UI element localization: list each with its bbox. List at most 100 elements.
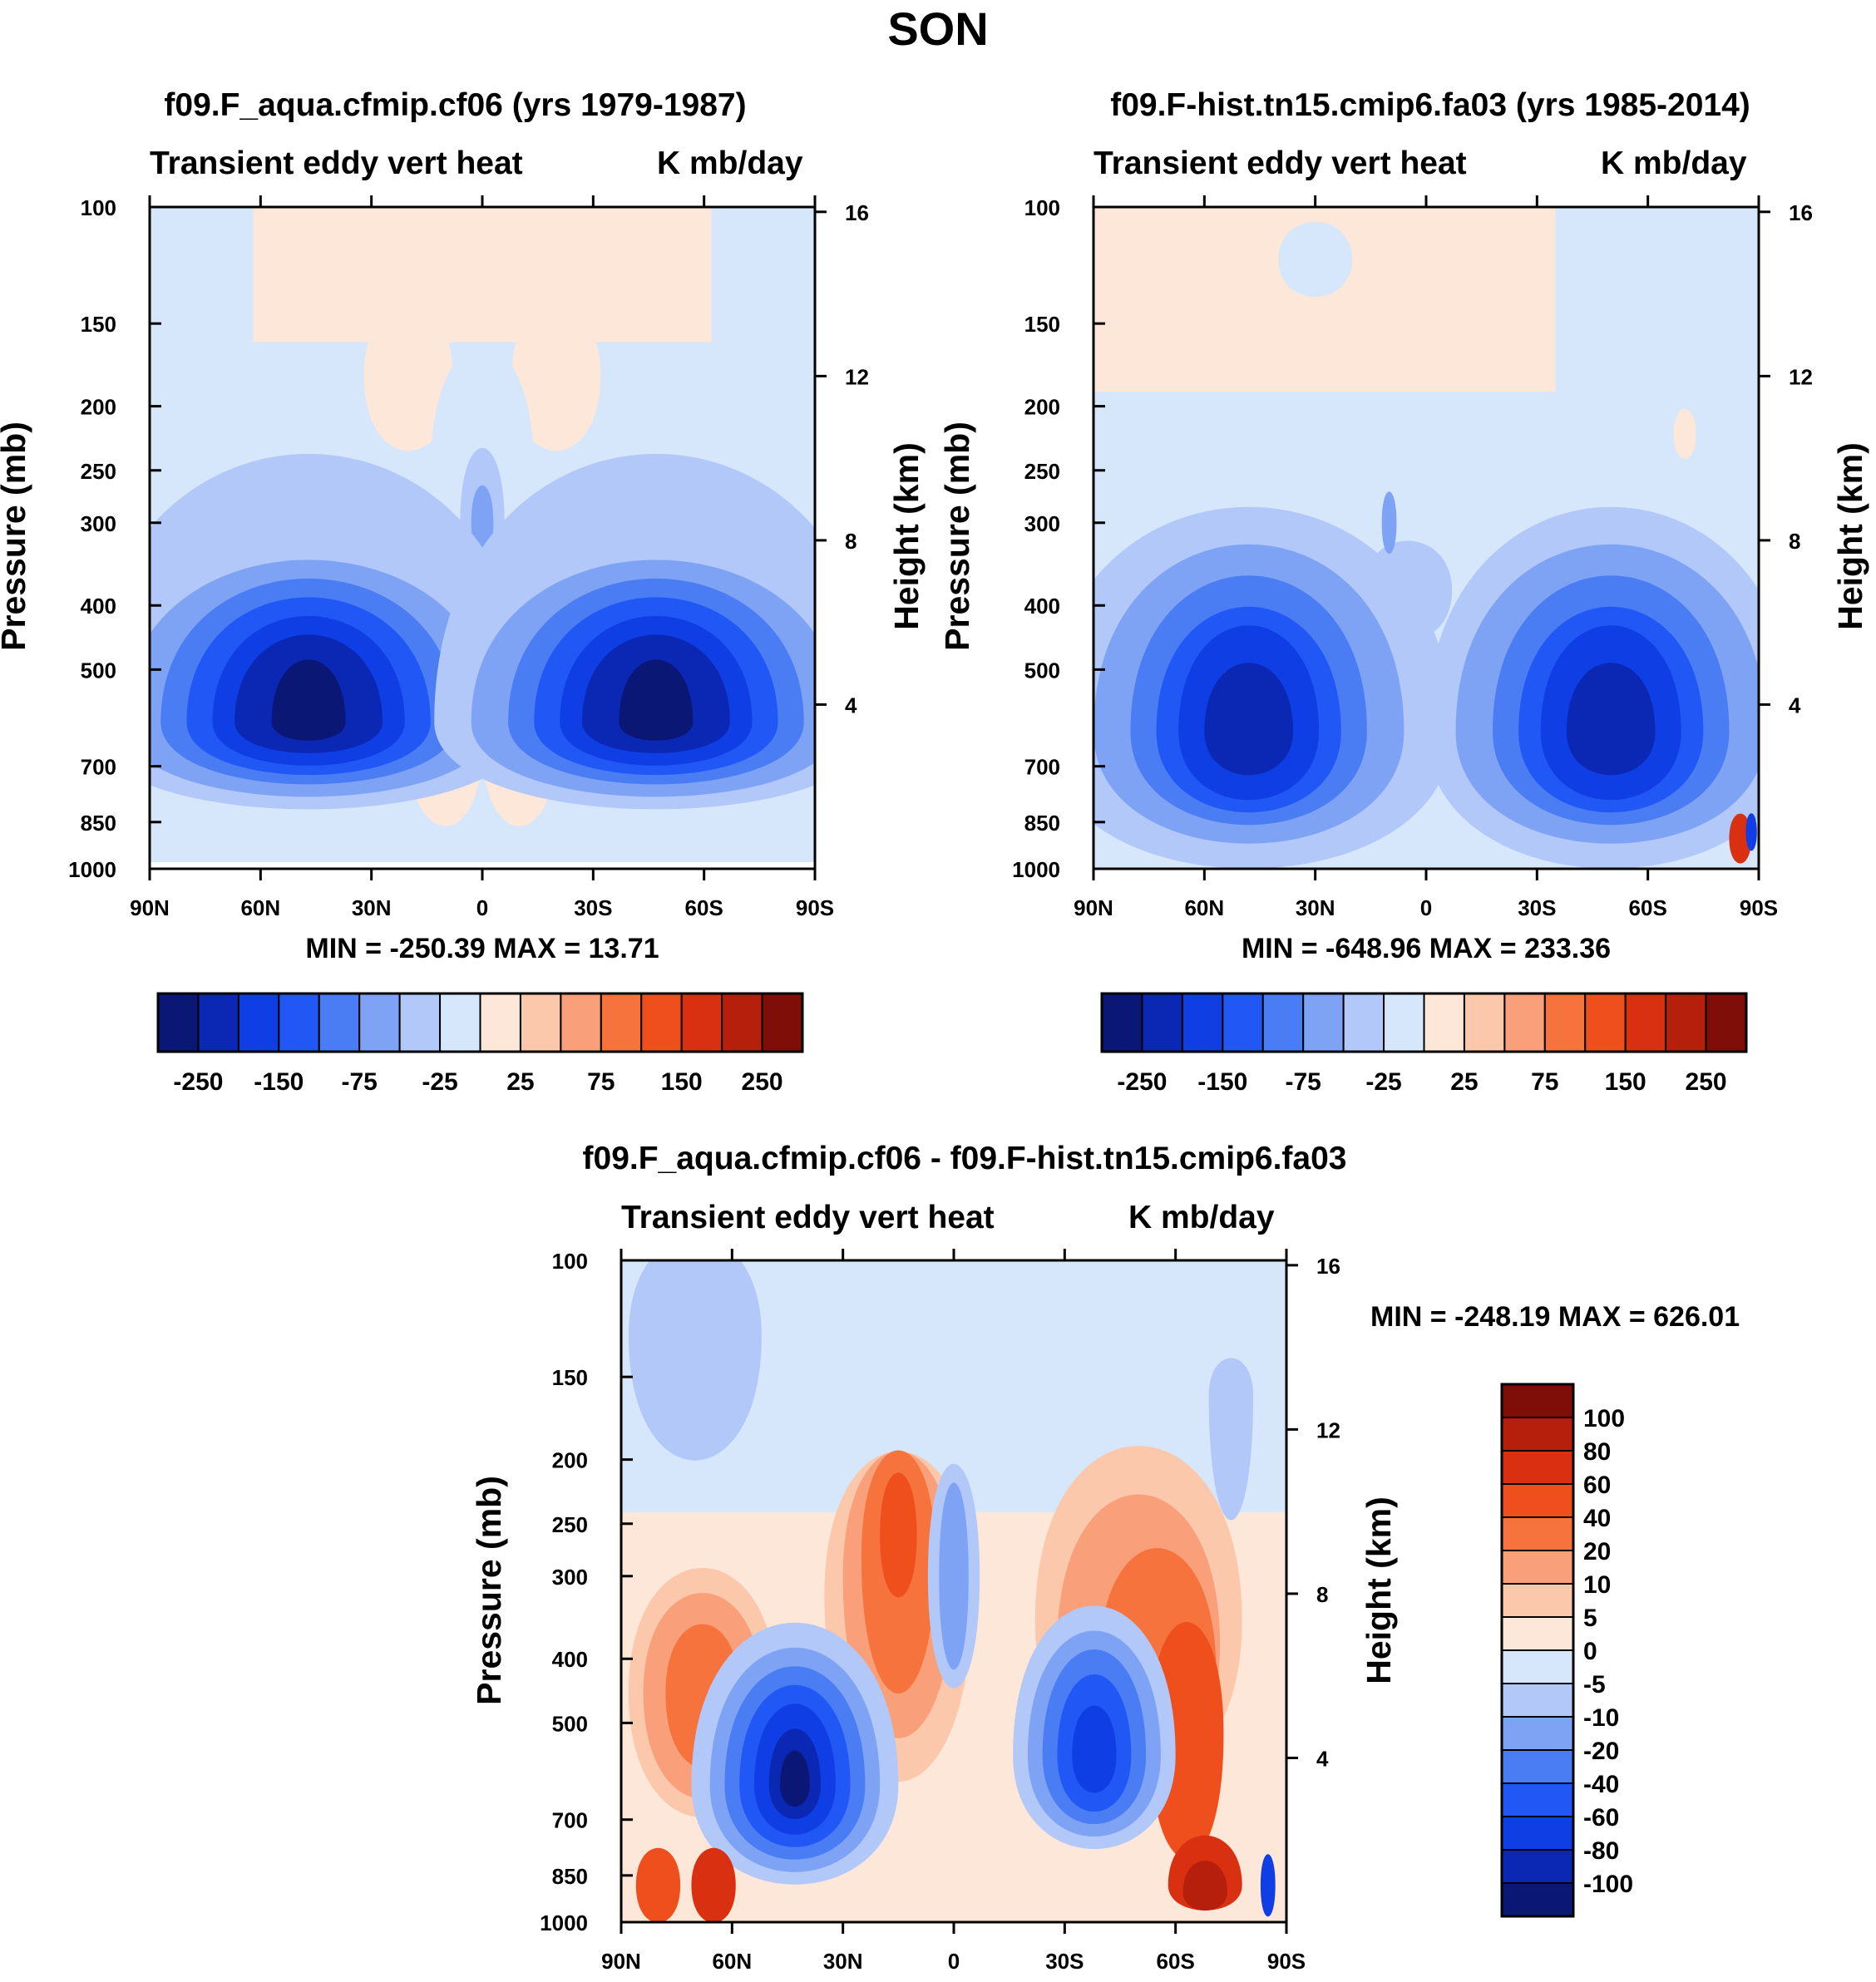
polar-positive: [1729, 813, 1752, 864]
pressure-tick-label: 500: [552, 1711, 588, 1736]
panel-2-title: f09.F-hist.tn15.cmip6.fa03 (yrs 1985-201…: [1110, 87, 1750, 123]
panel-2-left-axis: 100 150 200 250 300 400 500 700 850 1000: [1012, 195, 1105, 882]
panel-2-contour-plot: 100 150 200 250 300 400 500 700 850 1000 16 12 8 4 90N…: [1012, 195, 1813, 920]
lat-tick-label: 30S: [1045, 1949, 1084, 1974]
panel-3-right-axis: 16 12 8 4: [1286, 1254, 1340, 1771]
colorbar-box: [560, 993, 602, 1053]
colorbar-label: -60: [1583, 1804, 1619, 1832]
height-tick-label: 12: [1789, 364, 1813, 389]
colorbar-frame: [156, 992, 804, 1053]
colorbar-label: -5: [1583, 1671, 1606, 1699]
colorbar-box: [1501, 1649, 1574, 1684]
colorbar-label: -150: [1197, 1068, 1247, 1096]
panel-1-bottom-axis: 90N 60N 30N 0 30S 60S 90S: [130, 195, 834, 920]
panel-1-subtitle-right: K mb/day: [657, 145, 803, 181]
colorbar-label: -10: [1583, 1704, 1619, 1732]
height-tick-label: 8: [845, 529, 857, 554]
neutral-tongue: [1278, 222, 1353, 298]
lat-tick-label: 90N: [1074, 895, 1113, 920]
colorbar-label: -80: [1583, 1837, 1619, 1865]
lat-tick-label: 60N: [1184, 895, 1224, 920]
lat-tick-label: 30N: [352, 895, 392, 920]
colorbar-frame: [1500, 1383, 1575, 1918]
panel-3-contour-plot: 100 150 200 250 300 400 500 700 850 1000 16 12 8 4 90N…: [540, 1249, 1340, 1974]
height-tick-label: 12: [1316, 1417, 1340, 1442]
colorbar-label: 25: [1450, 1068, 1478, 1096]
colorbar-box: [1665, 993, 1707, 1053]
pressure-tick-label: 700: [552, 1808, 588, 1833]
colorbar-frame: [1100, 992, 1748, 1053]
colorbar-box: [1584, 993, 1627, 1053]
panel-1-minmax: MIN = -250.39 MAX = 13.71: [305, 933, 659, 964]
height-tick-label: 8: [1789, 529, 1800, 554]
lat-tick-label: 90N: [130, 895, 170, 920]
colorbar-box: [1463, 993, 1506, 1053]
colorbar-label: 250: [1686, 1068, 1727, 1096]
colorbar-box: [1501, 1683, 1574, 1718]
pressure-tick-label: 1000: [540, 1911, 588, 1935]
positive-patch: [1673, 408, 1696, 459]
pressure-tick-label: 300: [1024, 511, 1060, 536]
panel-3-ylabel-right: Height (km): [1360, 1496, 1398, 1684]
positive-blob-sh: [511, 301, 601, 451]
panel-2-ylabel-right: Height (km): [1831, 442, 1869, 630]
colorbar-label: 10: [1583, 1571, 1611, 1599]
panel-3-ylabel: Pressure (mb): [470, 1476, 508, 1705]
sh-negative-level-2: [1072, 1705, 1117, 1793]
sh-surface-core: [1182, 1861, 1227, 1911]
lat-tick-label: 90S: [1267, 1949, 1306, 1974]
colorbar-panel-1: -250 -150 -75 -25 25 75 150 250: [156, 992, 804, 1096]
height-tick-label: 4: [1316, 1746, 1329, 1771]
lat-tick-label: 30S: [574, 895, 612, 920]
colorbar-box: [1501, 1882, 1574, 1917]
colorbar-label: -40: [1583, 1771, 1619, 1798]
lat-tick-label: 0: [948, 1949, 960, 1974]
positive-blob-nh: [363, 301, 453, 451]
colorbar-panel-2: -250 -150 -75 -25 25 75 150 250: [1100, 992, 1748, 1096]
colorbar-box: [1501, 1816, 1574, 1851]
pressure-tick-label: 100: [81, 195, 116, 220]
pressure-tick-label: 300: [81, 511, 116, 536]
colorbar-label: 40: [1583, 1505, 1611, 1532]
lat-tick-label: 30S: [1518, 895, 1556, 920]
colorbar-label: 25: [506, 1068, 534, 1096]
colorbar-box: [1383, 993, 1425, 1053]
colorbar-label: 150: [661, 1068, 703, 1096]
colorbar-box: [721, 993, 763, 1053]
pressure-tick-label: 850: [552, 1864, 588, 1889]
panel-2-fill: [1094, 207, 1759, 869]
panel-1-subtitle-left: Transient eddy vert heat: [150, 145, 523, 181]
colorbar-box: [1181, 993, 1224, 1053]
panel-2-right-axis: 16 12 8 4: [1759, 200, 1813, 717]
colorbar-label: -250: [173, 1068, 223, 1096]
colorbar-box: [600, 993, 643, 1053]
jet-sh-level-0: [619, 659, 694, 741]
nh-negative-level-0: [780, 1750, 810, 1807]
missing-data-strip: [150, 862, 815, 869]
colorbar-box: [1342, 993, 1385, 1053]
colorbar-label: -20: [1583, 1738, 1619, 1765]
jet-nh-level-1: [1204, 663, 1293, 776]
pressure-tick-label: 700: [81, 755, 116, 780]
panel-1-right-axis: 16 12 8 4: [815, 200, 869, 717]
colorbar-box: [157, 993, 200, 1053]
pressure-tick-label: 700: [1024, 755, 1060, 780]
colorbar-box: [519, 993, 562, 1053]
panel-1-fill: [150, 207, 815, 869]
nh-surface-positive: [635, 1847, 681, 1922]
panel-3-subtitle-right: K mb/day: [1128, 1200, 1275, 1235]
colorbar-box: [1423, 993, 1465, 1053]
lat-tick-label: 90S: [796, 895, 834, 920]
colorbar-label: 100: [1583, 1405, 1625, 1432]
pressure-tick-label: 850: [81, 811, 116, 836]
colorbar-label: -75: [1286, 1068, 1321, 1096]
colorbar-box: [1501, 1417, 1574, 1452]
panel-3-left-axis: 100 150 200 250 300 400 500 700 850 1000: [540, 1249, 633, 1935]
colorbar-label: 75: [587, 1068, 615, 1096]
colorbar-label: 150: [1605, 1068, 1646, 1096]
colorbar-box: [237, 993, 280, 1053]
colorbar-box: [1501, 1849, 1574, 1884]
colorbar-box: [479, 993, 521, 1053]
panel-2-subtitle-left: Transient eddy vert heat: [1094, 145, 1467, 181]
